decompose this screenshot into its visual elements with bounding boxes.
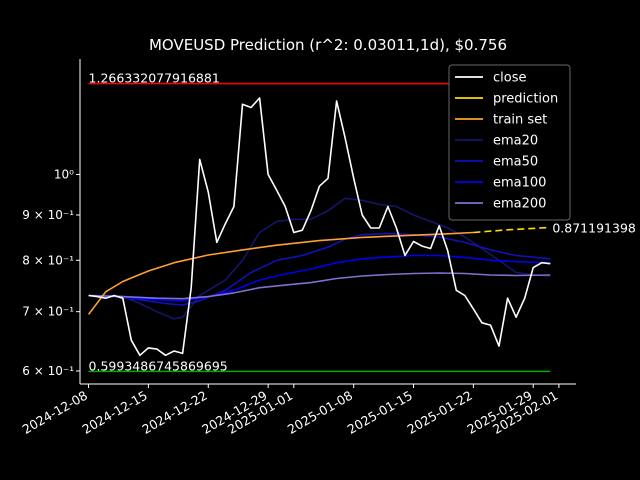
series-line-ema200 [88, 272, 551, 300]
legend-label-ema100: ema100 [493, 176, 546, 191]
series-line-ema50 [88, 232, 551, 306]
y-tick-label-3: 9 × 10⁻¹ [22, 208, 74, 222]
series-line-ema100 [88, 254, 551, 302]
legend-label-ema20: ema20 [493, 134, 538, 149]
chart-title: MOVEUSD Prediction (r^2: 0.03011,1d), $0… [149, 36, 507, 54]
end-annotation: 0.871191398 [552, 220, 636, 235]
series-line-prediction [473, 226, 551, 234]
y-tick-label-4: 10⁰ [54, 167, 74, 181]
hline-label-0: 1.266332077916881 [89, 71, 220, 86]
legend: close prediction train set ema20 ema50 ema100… [448, 64, 571, 221]
legend-label-train-set: train set [493, 113, 547, 128]
legend-label-close: close [493, 71, 526, 86]
series-line-close [88, 97, 551, 357]
series-line-train-set [87, 231, 474, 315]
hline-label-1: 0.5993486745869695 [89, 358, 228, 373]
legend-label-ema200: ema200 [493, 197, 546, 212]
y-tick-label-0: 6 × 10⁻¹ [22, 364, 74, 378]
series-line-ema20 [88, 197, 551, 320]
y-tick-label-1: 7 × 10⁻¹ [22, 305, 74, 319]
legend-label-ema50: ema50 [493, 155, 538, 170]
y-tick-label-2: 8 × 10⁻¹ [22, 253, 74, 267]
legend-label-prediction: prediction [493, 92, 558, 107]
